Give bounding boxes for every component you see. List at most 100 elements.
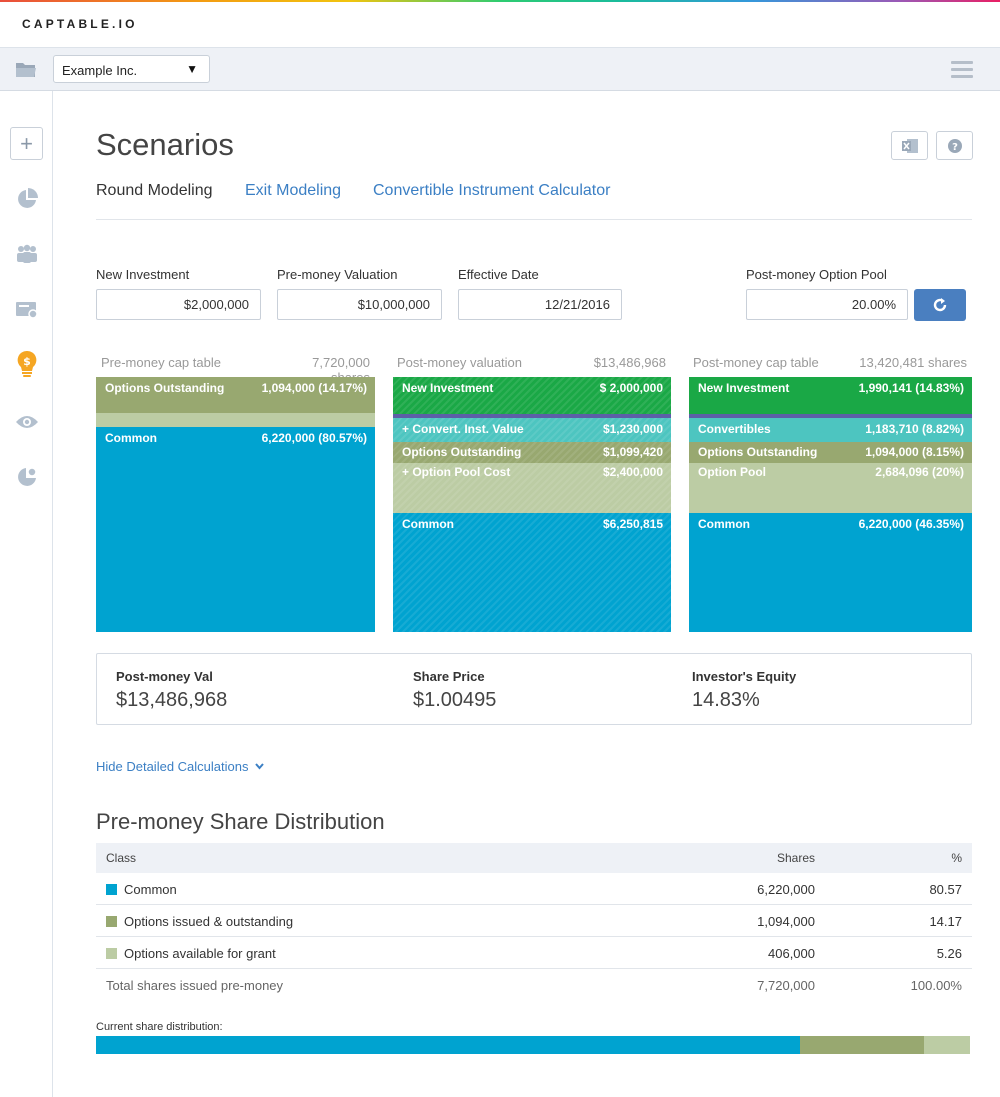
stack-segment[interactable]: [96, 413, 375, 427]
menu-icon[interactable]: [951, 61, 973, 78]
stack-segment[interactable]: + Option Pool Cost $2,400,000: [393, 463, 671, 513]
stack-segment[interactable]: Option Pool 2,684,096 (20%): [689, 463, 972, 513]
stack-segment[interactable]: [393, 414, 671, 418]
lightbulb-dollar-icon[interactable]: $: [10, 347, 43, 380]
pre-cap-table-title: Pre-money cap table: [101, 355, 221, 370]
distribution-bar-segment: [800, 1036, 925, 1054]
pie-gear-icon[interactable]: [10, 460, 43, 493]
top-bar: CAPTABLE.IO: [0, 2, 1000, 48]
share-price-value: $1.00495: [413, 689, 497, 711]
stack-segment[interactable]: New Investment 1,990,141 (14.83%): [689, 377, 972, 414]
help-button[interactable]: ?: [936, 131, 973, 160]
segment-label: New Investment: [698, 381, 790, 395]
stack-segment[interactable]: Common 6,220,000 (80.57%): [96, 427, 375, 632]
section-title: Pre-money Share Distribution: [96, 809, 385, 834]
distribution-bar-caption: Current share distribution:: [96, 1021, 223, 1033]
segment-value: $6,250,815: [602, 517, 663, 531]
row-shares: 406,000: [768, 946, 815, 961]
segment-label: Options Outstanding: [698, 445, 818, 459]
segment-value: 1,094,000 (8.15%): [865, 445, 964, 459]
distribution-bar: [96, 1036, 970, 1054]
post-cap-table-title: Post-money cap table: [693, 355, 819, 370]
stack-segment[interactable]: Common 6,220,000 (46.35%): [689, 513, 972, 632]
refresh-button[interactable]: [914, 289, 966, 321]
table-total-row: Total shares issued pre-money 7,720,000 …: [96, 969, 972, 1001]
company-bar: Example Inc. ▼: [0, 48, 1000, 91]
certificate-icon[interactable]: [10, 292, 43, 325]
tab-exit-modeling[interactable]: Exit Modeling: [245, 182, 342, 199]
sidebar: + $: [0, 91, 53, 1097]
export-excel-button[interactable]: [891, 131, 928, 160]
segment-value: 1,990,141 (14.83%): [858, 381, 964, 395]
post-cap-table-total: 13,420,481 shares: [859, 355, 967, 370]
new-investment-input[interactable]: $2,000,000: [96, 289, 261, 320]
option-pool-input[interactable]: 20.00%: [746, 289, 908, 320]
row-pct: 80.57: [929, 882, 962, 897]
segment-label: Option Pool: [698, 465, 766, 479]
table-header: Class Shares %: [96, 843, 972, 873]
color-swatch: [106, 884, 117, 895]
stack-segment[interactable]: Options Outstanding $1,099,420: [393, 442, 671, 463]
effective-date-input[interactable]: 12/21/2016: [458, 289, 622, 320]
row-class: Options available for grant: [124, 946, 276, 961]
post-money-val-label: Post-money Val: [116, 669, 213, 684]
add-icon[interactable]: +: [10, 127, 43, 160]
post-cap-table-stack: New Investment 1,990,141 (14.83%) Conver…: [689, 377, 972, 632]
pre-cap-table-stack: Options Outstanding 1,094,000 (14.17%) C…: [96, 377, 375, 632]
pie-chart-icon[interactable]: [10, 182, 43, 215]
row-pct: 14.17: [929, 914, 962, 929]
stack-segment[interactable]: New Investment $ 2,000,000: [393, 377, 671, 414]
svg-text:$: $: [23, 355, 31, 368]
header-pct[interactable]: %: [951, 851, 962, 865]
post-valuation-stack: New Investment $ 2,000,000 + Convert. In…: [393, 377, 671, 632]
people-icon[interactable]: [10, 237, 43, 270]
segment-value: 6,220,000 (46.35%): [858, 517, 964, 531]
option-pool-label: Post-money Option Pool: [746, 267, 887, 282]
chevron-down-icon: [255, 763, 264, 770]
row-shares: 6,220,000: [757, 882, 815, 897]
segment-label: Common: [105, 431, 157, 445]
stack-segment[interactable]: Options Outstanding 1,094,000 (8.15%): [689, 442, 972, 463]
post-money-val-value: $13,486,968: [116, 689, 228, 711]
stack-segment[interactable]: Options Outstanding 1,094,000 (14.17%): [96, 377, 375, 413]
company-select[interactable]: Example Inc. ▼: [53, 55, 210, 83]
stack-segment[interactable]: Common $6,250,815: [393, 513, 671, 632]
pre-money-valuation-input[interactable]: $10,000,000: [277, 289, 442, 320]
excel-icon: [901, 138, 918, 153]
segment-label: Options Outstanding: [105, 381, 225, 395]
segment-label: Options Outstanding: [402, 445, 522, 459]
segment-label: Common: [402, 517, 454, 531]
tab-round-modeling[interactable]: Round Modeling: [96, 182, 213, 199]
rainbow-stripe: [0, 0, 1000, 2]
hide-calculations-link[interactable]: Hide Detailed Calculations: [96, 759, 264, 774]
pre-money-valuation-label: Pre-money Valuation: [277, 267, 398, 282]
table-row: Options issued & outstanding 1,094,000 1…: [96, 905, 972, 937]
brand-logo[interactable]: CAPTABLE.IO: [22, 17, 138, 31]
table-row: Common 6,220,000 80.57: [96, 873, 972, 905]
folder-icon[interactable]: [15, 59, 37, 79]
investor-equity-label: Investor's Equity: [692, 669, 797, 684]
segment-value: 6,220,000 (80.57%): [261, 431, 367, 445]
stack-segment[interactable]: Convertibles 1,183,710 (8.82%): [689, 418, 972, 442]
segment-label: Convertibles: [698, 422, 771, 436]
effective-date-label: Effective Date: [458, 267, 539, 282]
segment-label: Common: [698, 517, 750, 531]
summary-panel: Post-money Val $13,486,968 Share Price $…: [96, 653, 972, 725]
distribution-bar-segment: [924, 1036, 970, 1054]
scenario-tabs: Round Modeling Exit Modeling Convertible…: [96, 182, 972, 220]
post-valuation-title: Post-money valuation: [397, 355, 523, 370]
total-label: Total shares issued pre-money: [106, 978, 284, 993]
svg-text:?: ?: [952, 142, 958, 153]
segment-value: 1,183,710 (8.82%): [865, 422, 964, 436]
header-shares[interactable]: Shares: [776, 851, 815, 865]
tab-convertible-calculator[interactable]: Convertible Instrument Calculator: [373, 182, 611, 199]
stack-segment[interactable]: + Convert. Inst. Value $1,230,000: [393, 418, 671, 442]
row-class: Options issued & outstanding: [124, 914, 294, 929]
distribution-table: Class Shares % Common 6,220,000 80.57 Op…: [96, 843, 972, 1001]
header-class[interactable]: Class: [106, 851, 137, 865]
eye-icon[interactable]: [10, 405, 43, 438]
total-pct: 100.00%: [910, 978, 962, 993]
segment-value: 1,094,000 (14.17%): [261, 381, 367, 395]
new-investment-label: New Investment: [96, 267, 190, 282]
stack-segment[interactable]: [689, 414, 972, 418]
